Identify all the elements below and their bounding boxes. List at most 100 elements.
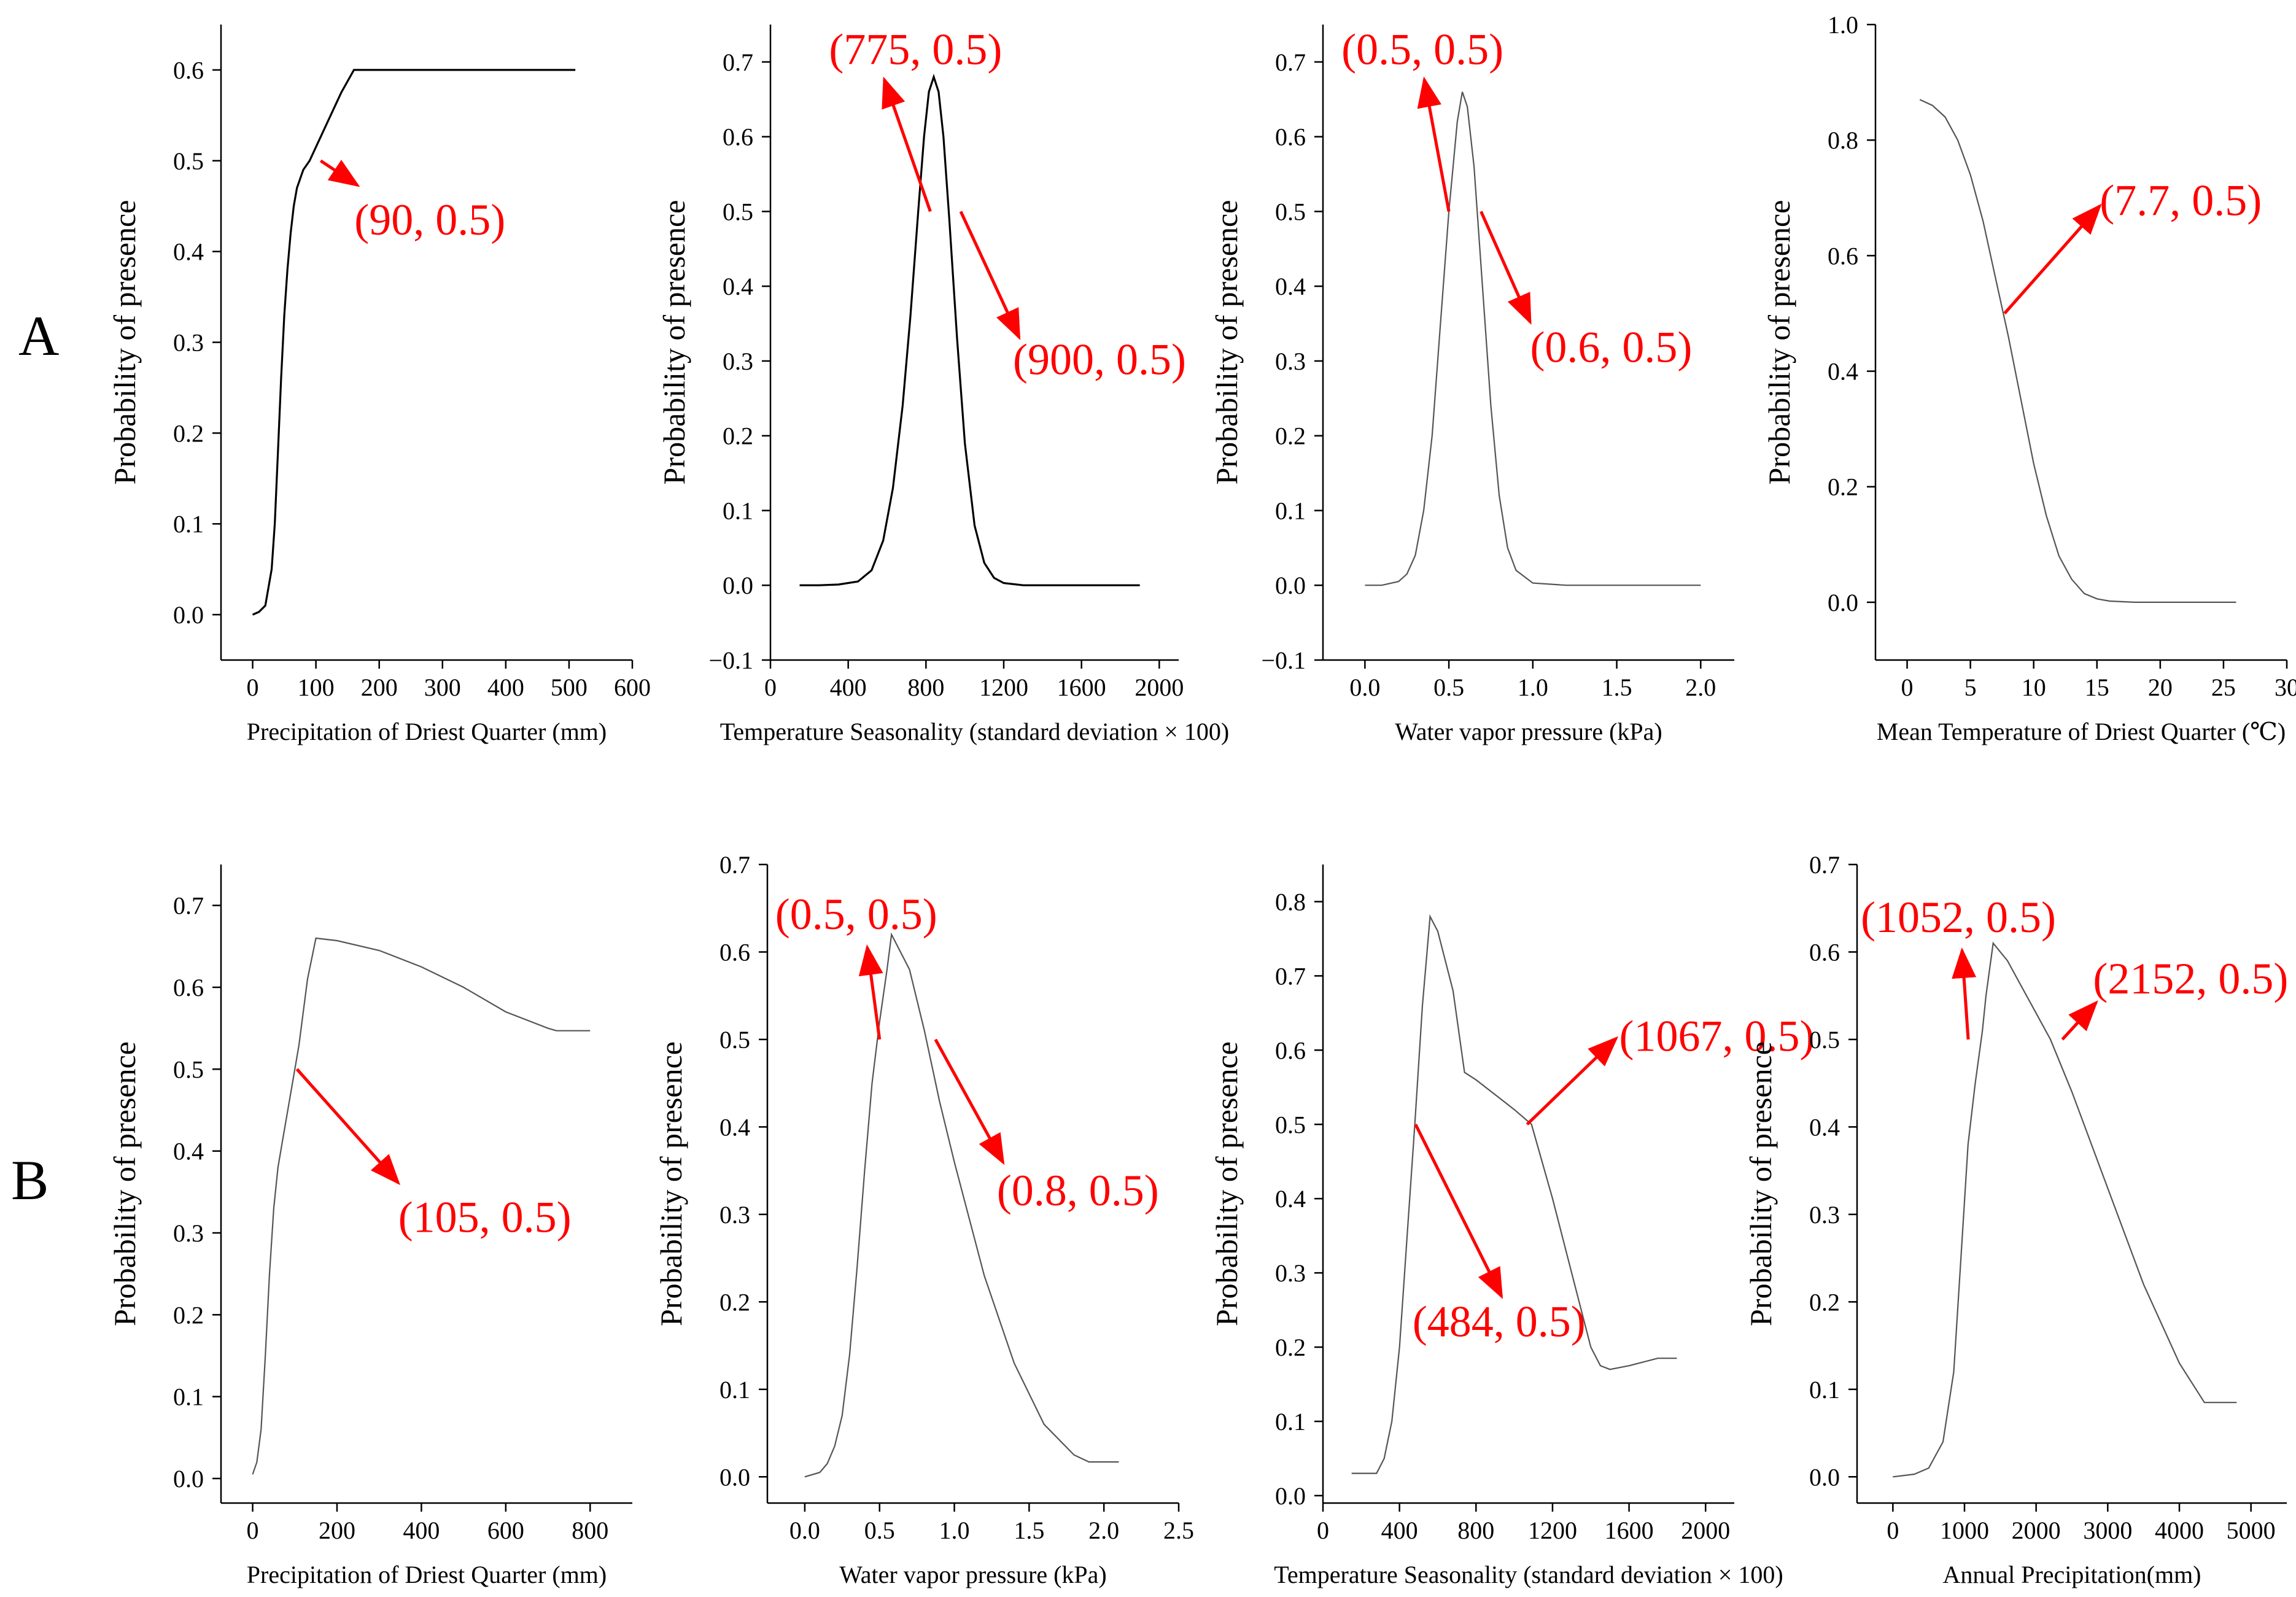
x-tick-label: 1600 [1605, 1517, 1654, 1544]
y-tick-label: 0.4 [1828, 358, 1858, 386]
y-tick-label: 0.7 [719, 851, 750, 879]
y-tick-label: 0.0 [1275, 572, 1306, 599]
y-tick-label: 0.6 [173, 56, 204, 84]
x-tick-label: 2.5 [1163, 1517, 1194, 1544]
y-tick-label: 0.4 [723, 273, 753, 300]
annotation-label: (7.7, 0.5) [2100, 176, 2262, 225]
x-tick-label: 600 [487, 1517, 524, 1544]
x-tick-label: 5000 [2227, 1517, 2276, 1544]
annotation-label: (0.6, 0.5) [1530, 322, 1692, 371]
x-tick-label: 100 [298, 674, 335, 701]
y-tick-label: −0.1 [1261, 647, 1306, 674]
x-tick-label: 0.0 [789, 1517, 820, 1544]
annotation-label: (1067, 0.5) [1619, 1011, 1815, 1060]
y-tick-label: 0.7 [1809, 851, 1840, 879]
y-tick-label: 0.0 [1809, 1463, 1840, 1491]
x-axis-title: Mean Temperature of Driest Quarter (℃) [1877, 718, 2286, 745]
x-tick-label: 200 [319, 1517, 355, 1544]
x-tick-label: 0.5 [1433, 674, 1464, 701]
y-tick-label: 0.4 [1275, 1185, 1306, 1213]
x-tick-label: 0 [247, 1517, 259, 1544]
y-tick-label: 0.3 [1809, 1201, 1840, 1229]
y-tick-label: 0.5 [1275, 1111, 1306, 1138]
y-tick-label: 0.2 [173, 419, 204, 447]
x-tick-label: 300 [424, 674, 461, 701]
x-tick-label: 0 [1887, 1517, 1899, 1544]
y-tick-label: 0.8 [1828, 126, 1858, 154]
y-tick-label: 0.6 [1828, 242, 1858, 270]
data-series-line [252, 69, 576, 616]
x-tick-label: 200 [361, 674, 398, 701]
x-axis-title: Annual Precipitation(mm) [1942, 1561, 2201, 1588]
annotation-label: (2152, 0.5) [2093, 954, 2288, 1003]
annotation-arrow [934, 1038, 1005, 1165]
x-tick-label: 1200 [979, 674, 1028, 701]
y-tick-label: 0.4 [173, 1138, 204, 1165]
y-tick-label: 0.1 [173, 1383, 204, 1411]
y-tick-label: 0.5 [1809, 1026, 1840, 1054]
annotation-arrow [959, 211, 1021, 340]
y-tick-label: 0.2 [1275, 1334, 1306, 1361]
y-tick-label: 0.7 [723, 49, 753, 76]
annotation-label: (0.5, 0.5) [775, 890, 937, 939]
x-tick-label: 400 [1381, 1517, 1418, 1544]
y-tick-label: 0.4 [173, 238, 204, 266]
y-tick-label: 0.2 [719, 1288, 750, 1316]
x-tick-label: 800 [572, 1517, 608, 1544]
annotation-label: (1052, 0.5) [1861, 893, 2056, 942]
y-tick-label: 0.2 [1275, 422, 1306, 450]
y-tick-label: 0.5 [719, 1026, 750, 1054]
y-tick-label: 0.3 [719, 1201, 750, 1229]
y-axis-title: Probability of presence [1209, 200, 1244, 485]
x-tick-label: 2000 [1681, 1517, 1730, 1544]
x-tick-label: 1200 [1528, 1517, 1577, 1544]
y-tick-label: 0.0 [173, 1465, 204, 1493]
y-tick-label: 0.1 [173, 510, 204, 538]
y-tick-label: 0.6 [1809, 938, 1840, 966]
x-tick-label: 10 [2022, 674, 2046, 701]
x-tick-label: 1000 [1940, 1517, 1989, 1544]
data-series-line [804, 932, 1119, 1478]
chart-b3: 0.0 0.1 0.2 0.3 0.4 0.5 0.6 0.7 0.8 0 400 800 1200 16… [1209, 865, 1814, 1588]
y-tick-label: 0.6 [723, 123, 753, 151]
y-tick-label: 0.4 [719, 1113, 750, 1141]
annotation-label: (90, 0.5) [354, 195, 505, 244]
x-tick-label: 500 [551, 674, 588, 701]
x-tick-label: 800 [907, 674, 944, 701]
y-tick-label: 0.8 [1275, 888, 1306, 915]
y-tick-label: −0.1 [708, 647, 753, 674]
y-axis-title: Probability of presence [107, 1041, 142, 1326]
annotation-arrow [1526, 1036, 1619, 1126]
y-tick-label: 0.3 [723, 348, 753, 375]
x-tick-label: 25 [2211, 674, 2236, 701]
y-tick-label: 0.3 [1275, 348, 1306, 375]
y-tick-label: 0.0 [719, 1463, 750, 1491]
x-tick-label: 1.5 [1014, 1517, 1044, 1544]
annotation-arrow [882, 76, 932, 212]
data-series-line [252, 937, 591, 1475]
x-tick-label: 2000 [1134, 674, 1184, 701]
x-tick-label: 800 [1457, 1517, 1494, 1544]
x-tick-label: 30 [2275, 674, 2296, 701]
x-tick-label: 2000 [2012, 1517, 2061, 1544]
x-tick-label: 400 [487, 674, 524, 701]
y-axis-title: Probability of presence [1209, 1041, 1244, 1326]
y-tick-label: 0.6 [1275, 1036, 1306, 1064]
chart-b2: 0.0 0.1 0.2 0.3 0.4 0.5 0.6 0.7 0.0 0.5 1.0 1.5 2.0 2… [654, 851, 1194, 1588]
y-axis-title: Probability of presence [657, 200, 691, 485]
annotation-label: (484, 0.5) [1413, 1297, 1586, 1346]
x-axis-title: Temperature Seasonality (standard deviat… [720, 718, 1230, 745]
y-tick-label: 0.2 [1809, 1288, 1840, 1316]
y-tick-label: 0.5 [1275, 198, 1306, 225]
annotation-arrow [319, 159, 360, 187]
chart-a1: 0.0 0.1 0.2 0.3 0.4 0.5 0.6 0 100 200 300 400 500 600… [107, 25, 651, 745]
row-label-a: A [18, 305, 59, 367]
annotation-label: (900, 0.5) [1013, 335, 1186, 384]
y-tick-label: 0.7 [173, 892, 204, 920]
data-series-line [1919, 99, 2236, 604]
x-axis-title: Water vapor pressure (kPa) [1395, 718, 1662, 745]
x-tick-label: 3000 [2083, 1517, 2132, 1544]
chart-a2: −0.1 0.0 0.1 0.2 0.3 0.4 0.5 0.6 0.7 0 400 800 1200 1… [657, 25, 1229, 745]
y-tick-label: 0.3 [173, 1219, 204, 1247]
